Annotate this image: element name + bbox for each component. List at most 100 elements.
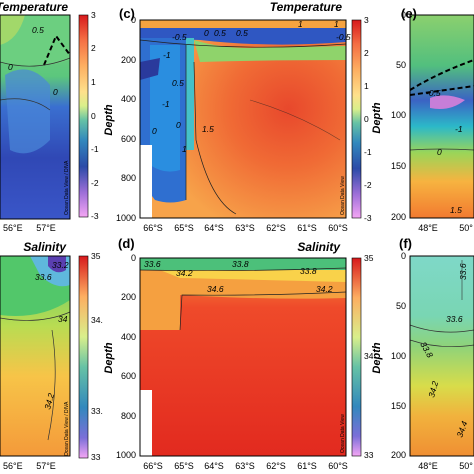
contour-label: 34.2 xyxy=(176,268,193,278)
x-tick-label: 57°E xyxy=(36,461,56,471)
y-axis-label: Depth xyxy=(103,342,115,373)
y-tick-label: 0 xyxy=(401,10,406,20)
y-tick-label: 50 xyxy=(396,60,406,70)
contour-label: 0 xyxy=(437,147,442,157)
y-tick-label: 400 xyxy=(121,94,136,104)
y-axis-label: Depth xyxy=(371,342,383,373)
panel-title: Temperature xyxy=(270,0,343,14)
colorbar-tick: 33 xyxy=(91,452,101,462)
x-tick-label: 50° xyxy=(459,223,473,233)
contour-label: 33.6 xyxy=(458,263,468,280)
upper-layer xyxy=(140,270,346,330)
colorbar-tick: 35 xyxy=(364,253,374,263)
panel-label: (c) xyxy=(119,6,135,21)
y-tick-label: 100 xyxy=(391,110,406,120)
x-ticks: 66°S 65°S 64°S 63°S 62°S 61°S 60°S xyxy=(143,223,348,233)
fresh-core xyxy=(48,256,66,273)
contour-line xyxy=(139,39,347,48)
y-tick-label: 1000 xyxy=(116,450,136,460)
colorbar-ticks: 3 2 1 0 -1 -2 -3 xyxy=(91,10,99,221)
y-tick-label: 600 xyxy=(121,371,136,381)
bathymetry-mask xyxy=(140,390,152,456)
panel-frame xyxy=(0,255,71,457)
contour-label: 0 xyxy=(152,126,157,136)
colorbar-tick: -1 xyxy=(91,144,99,154)
surface-fresh-layer xyxy=(140,258,346,270)
colorbar-tick: 33. xyxy=(91,406,103,416)
y-tick-label: 100 xyxy=(391,351,406,361)
contour-line xyxy=(193,61,237,215)
x-tick-label: 56°E xyxy=(3,461,23,471)
contour-label: -1 xyxy=(162,99,170,109)
panel-title: Salinity xyxy=(297,240,341,254)
colorbar-tick: 3 xyxy=(364,15,369,25)
panel-label: (e) xyxy=(401,6,417,21)
colorbar-tick: 0 xyxy=(364,114,369,124)
x-tick-label: 62°S xyxy=(266,461,286,471)
contour-label: 33.6 xyxy=(35,272,52,282)
colorbar-tick: 33 xyxy=(364,450,374,460)
surface-warm-layer xyxy=(140,20,346,28)
cold-slope-core xyxy=(150,45,180,172)
contour-line xyxy=(0,98,51,111)
contour-line xyxy=(0,57,71,67)
x-tick-label: 64°S xyxy=(204,223,224,233)
contour-labels: 33.6 34.2 33.8 33.8 34.6 34.2 xyxy=(144,259,333,294)
halocline xyxy=(160,270,346,282)
colorbar-tick: 2 xyxy=(91,43,96,53)
x-tick-label: 63°S xyxy=(235,461,255,471)
front-band xyxy=(186,38,194,150)
colorbar-tick: -2 xyxy=(91,178,99,188)
x-tick-label: 56°E xyxy=(3,223,23,233)
x-tick-label: 63°S xyxy=(235,223,255,233)
contour-line xyxy=(47,329,56,441)
colorbar-tick: 1 xyxy=(364,81,369,91)
contour-label: 0.5 xyxy=(236,28,248,38)
y-axis-label: Depth xyxy=(371,102,383,133)
colorbar-tick: -2 xyxy=(364,180,372,190)
y-axis-label: Depth xyxy=(103,104,115,135)
panel-label: (f) xyxy=(399,236,412,251)
contour-line xyxy=(139,267,347,272)
panel-frame xyxy=(139,19,347,219)
colorbar-tick: 1 xyxy=(91,77,96,87)
colorbar-tick: -1 xyxy=(364,147,372,157)
contour-line xyxy=(0,311,71,321)
contour-line xyxy=(409,339,474,348)
y-tick-label: 200 xyxy=(391,212,406,222)
contour-label: 34.6 xyxy=(207,284,224,294)
colorbar-tick: 2 xyxy=(364,48,369,58)
x-tick-label: 65°S xyxy=(174,223,194,233)
y-tick-label: 200 xyxy=(121,292,136,302)
panel-c-temperature: (c) Temperature 1 1 0 0.5 0.5 -0.5 -0.5 … xyxy=(103,0,372,233)
panel-d-salinity: (d) Salinity 33.6 34.2 33.8 33.8 34.6 34… xyxy=(103,236,374,471)
colorbar-ticks: 35 34. 33. 33 xyxy=(91,251,103,462)
transition-band xyxy=(194,40,346,62)
contour-label: -1 xyxy=(455,124,463,134)
y-tick-label: 200 xyxy=(121,55,136,65)
cold-core xyxy=(140,58,160,80)
y-ticks: 0 50 100 150 200 xyxy=(391,251,406,460)
contour-labels: 1 1 0 0.5 0.5 -0.5 -0.5 -1 1.5 1 0.5 0 0… xyxy=(152,19,351,154)
y-ticks: 0 200 400 600 800 1000 xyxy=(116,253,136,460)
panel-frame xyxy=(409,14,474,219)
x-tick-label: 60°S xyxy=(328,223,348,233)
x-tick-label: 48°E xyxy=(418,223,438,233)
y-tick-label: 150 xyxy=(391,161,406,171)
y-tick-label: 200 xyxy=(391,450,406,460)
contour-line xyxy=(179,291,347,331)
panel-frame xyxy=(409,255,474,457)
colorbar xyxy=(351,257,362,457)
x-tick-label: 60°S xyxy=(328,461,348,471)
contour-label: 1.5 xyxy=(202,124,214,134)
contour-label: 34 xyxy=(58,314,68,324)
y-tick-label: 0 xyxy=(401,251,406,261)
y-tick-label: 600 xyxy=(121,134,136,144)
contour-label: 1 xyxy=(182,144,187,154)
mld-line xyxy=(43,33,71,66)
x-tick-label: 64°S xyxy=(204,461,224,471)
contour-label: 0 xyxy=(176,120,181,130)
x-tick-label: 66°S xyxy=(143,461,163,471)
credit-label: Ocean Data View xyxy=(340,414,346,453)
y-tick-label: 50 xyxy=(396,301,406,311)
